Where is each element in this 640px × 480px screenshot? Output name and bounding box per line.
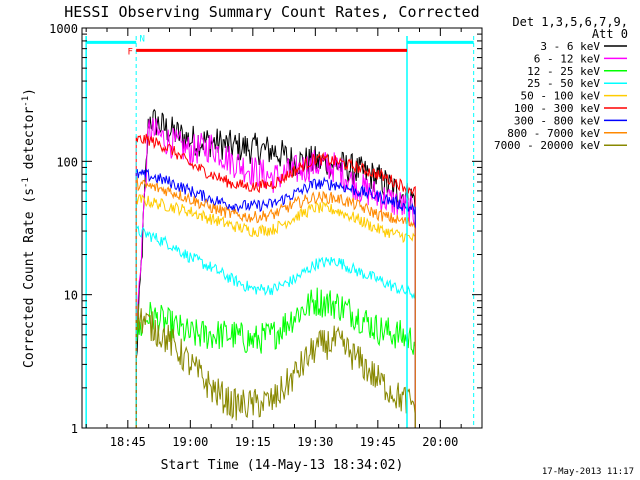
series-line-8	[135, 303, 416, 429]
y-axis-label-sup1: -1	[21, 177, 31, 188]
x-tick-label-2: 19:15	[235, 435, 271, 449]
y-axis-label-sup2: -1	[21, 96, 31, 107]
y-tick-label-2: 100	[56, 155, 78, 169]
x-tick-label-1: 19:00	[172, 435, 208, 449]
flag-label-1: N	[139, 34, 144, 44]
y-tick-label-3: 1000	[49, 22, 78, 36]
x-tick-label-3: 19:30	[297, 435, 333, 449]
series-line-3	[135, 225, 416, 429]
axis-layer: 18:45 19:00 19:15 19:30 19:45 20:00 1 10 100 1000	[49, 22, 483, 449]
legend-label-3: 25 - 50 keV	[527, 77, 600, 90]
y-tick-label-0: 1	[71, 422, 78, 436]
marker-layer: FN	[85, 34, 475, 428]
x-axis-label: Start Time (14-May-13 18:34:02)	[161, 458, 404, 473]
y-axis-label-mid: detector	[22, 107, 37, 178]
x-tick-label-4: 19:45	[360, 435, 396, 449]
series-line-4	[135, 194, 416, 429]
legend-label-4: 50 - 100 keV	[521, 90, 601, 103]
x-tick-label-0: 18:45	[110, 435, 146, 449]
y-axis-label-end: )	[22, 88, 37, 96]
x-tick-label-5: 20:00	[422, 435, 458, 449]
legend-label-2: 12 - 25 keV	[527, 65, 600, 78]
chart-title: HESSI Observing Summary Count Rates, Cor…	[64, 3, 479, 21]
legend-label-7: 800 - 7000 keV	[507, 127, 600, 140]
series-line-6	[135, 168, 416, 429]
y-axis-label-main: Corrected Count Rate (s	[22, 188, 37, 368]
y-axis-label: Corrected Count Rate (s-1 detector-1)	[21, 88, 37, 368]
y-tick-label-1: 10	[64, 289, 78, 303]
legend-label-6: 300 - 800 keV	[514, 114, 600, 127]
series-layer	[135, 108, 416, 429]
plot-frame	[81, 27, 483, 429]
series-line-1	[135, 117, 416, 429]
legend-label-8: 7000 - 20000 keV	[494, 139, 600, 152]
legend-title-line2: Att 0	[592, 27, 628, 41]
series-line-5	[135, 133, 416, 429]
generation-timestamp: 17-May-2013 11:17	[542, 467, 634, 477]
legend-title-line1: Det 1,3,5,6,7,9,	[512, 15, 628, 29]
flag-label-0: F	[127, 47, 132, 57]
series-line-7	[135, 177, 416, 429]
legend-label-1: 6 - 12 keV	[534, 52, 601, 65]
legend-label-5: 100 - 300 keV	[514, 102, 600, 115]
series-line-2	[135, 287, 416, 429]
legend-label-0: 3 - 6 keV	[540, 40, 600, 53]
